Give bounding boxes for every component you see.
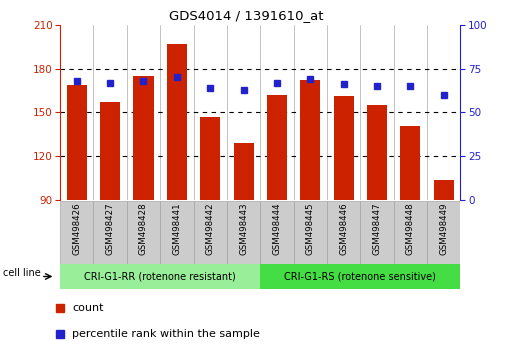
Bar — [334, 96, 354, 200]
Bar — [327, 201, 360, 264]
Text: GSM498428: GSM498428 — [139, 202, 148, 255]
Text: percentile rank within the sample: percentile rank within the sample — [72, 329, 260, 339]
Text: GSM498427: GSM498427 — [106, 202, 115, 255]
Bar — [127, 201, 160, 264]
Text: GSM498449: GSM498449 — [439, 202, 448, 255]
Bar — [367, 105, 387, 200]
Bar — [394, 201, 427, 264]
Text: GSM498446: GSM498446 — [339, 202, 348, 255]
Bar — [67, 85, 87, 200]
Text: CRI-G1-RR (rotenone resistant): CRI-G1-RR (rotenone resistant) — [84, 272, 236, 281]
Text: GSM498445: GSM498445 — [306, 202, 315, 255]
Bar — [133, 76, 154, 200]
Bar — [60, 264, 260, 289]
Bar — [160, 201, 194, 264]
Bar — [360, 201, 393, 264]
Text: GSM498442: GSM498442 — [206, 202, 214, 255]
Bar — [194, 201, 227, 264]
Bar — [293, 201, 327, 264]
Bar — [260, 264, 460, 289]
Bar — [434, 179, 453, 200]
Bar — [260, 201, 293, 264]
Bar — [300, 80, 320, 200]
Text: GSM498448: GSM498448 — [406, 202, 415, 255]
Text: GSM498447: GSM498447 — [372, 202, 381, 255]
Text: GSM498441: GSM498441 — [173, 202, 181, 255]
Text: count: count — [72, 303, 104, 313]
Bar — [267, 95, 287, 200]
Bar — [200, 117, 220, 200]
Text: GSM498444: GSM498444 — [272, 202, 281, 255]
Bar — [167, 44, 187, 200]
Text: GSM498443: GSM498443 — [239, 202, 248, 255]
Bar — [427, 201, 460, 264]
Bar — [400, 126, 420, 200]
Bar — [227, 201, 260, 264]
Text: GDS4014 / 1391610_at: GDS4014 / 1391610_at — [168, 9, 323, 22]
Text: GSM498426: GSM498426 — [72, 202, 81, 255]
Text: CRI-G1-RS (rotenone sensitive): CRI-G1-RS (rotenone sensitive) — [285, 272, 436, 281]
Bar — [100, 102, 120, 200]
Bar — [60, 201, 94, 264]
Bar — [94, 201, 127, 264]
Bar — [233, 143, 254, 200]
Text: cell line: cell line — [3, 268, 41, 278]
